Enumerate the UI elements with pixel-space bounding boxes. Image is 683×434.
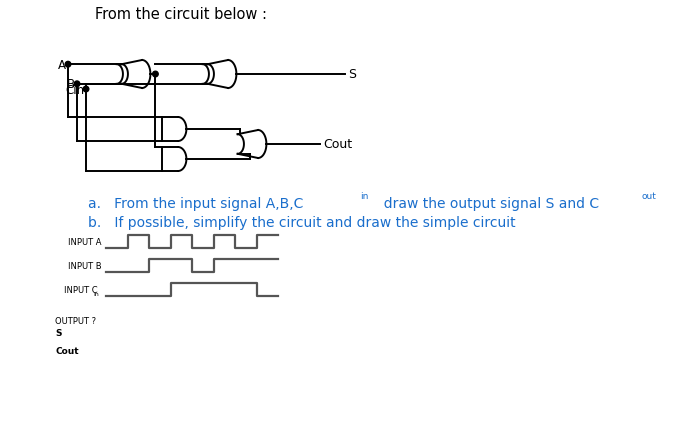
Text: INPUT A: INPUT A: [68, 237, 102, 247]
Text: S: S: [55, 328, 61, 337]
Circle shape: [74, 82, 80, 87]
Text: a.   From the input signal A,B,C: a. From the input signal A,B,C: [88, 197, 303, 210]
Text: Cout: Cout: [323, 138, 352, 151]
Text: B: B: [67, 78, 75, 91]
Text: Cout: Cout: [55, 346, 79, 355]
Text: in: in: [360, 191, 368, 201]
Text: Cin: Cin: [65, 83, 84, 96]
Text: A: A: [58, 59, 66, 72]
Text: b.   If possible, simplify the circuit and draw the simple circuit: b. If possible, simplify the circuit and…: [88, 216, 516, 230]
Text: S: S: [348, 68, 356, 81]
Text: out: out: [642, 191, 657, 201]
Text: From the circuit below :: From the circuit below :: [95, 7, 267, 22]
Circle shape: [83, 87, 89, 92]
Text: OUTPUT ?: OUTPUT ?: [55, 316, 96, 325]
Circle shape: [152, 72, 158, 78]
Text: in: in: [94, 292, 99, 297]
Text: draw the output signal S and C: draw the output signal S and C: [375, 197, 599, 210]
Circle shape: [65, 62, 71, 68]
Text: INPUT B: INPUT B: [68, 261, 102, 270]
Text: INPUT C: INPUT C: [64, 285, 98, 294]
